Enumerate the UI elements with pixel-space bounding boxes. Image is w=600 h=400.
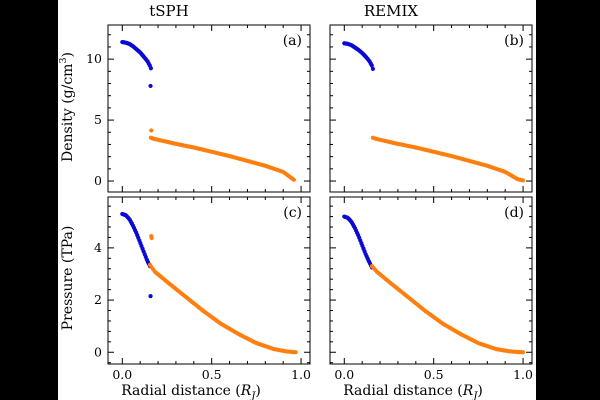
data-point [293,350,298,355]
panel-tag: (a) [283,33,302,49]
panel-frame [329,24,533,193]
panel-c: 0 2 4 0.0 0.5 1.0 (c) [94,196,311,382]
xtick-label: 0.5 [202,367,222,382]
data-point [291,177,297,182]
xlabel-right-tail: ) [477,383,482,399]
ytick-label: 0 [94,173,102,188]
panel-frame [107,24,311,193]
xtick-label: 0.0 [112,367,132,382]
column-title-tsph: tSPH [149,2,188,20]
xtick-label: 0.5 [424,367,444,382]
xlabel-left-main: Radial distance ( [121,383,241,399]
xlabel-right: Radial distance (RJ) [343,383,483,400]
series-core [120,39,154,89]
xtick-label: 0.0 [334,367,354,382]
xlabel-left-tail: ) [255,383,260,399]
xlabel-left-var: R [240,383,252,399]
xlabel-right-var: R [462,383,474,399]
data-point [148,66,154,71]
data-point [369,63,374,68]
xlabel-left: Radial distance (RJ) [121,383,261,400]
series-envelope [370,135,526,183]
series-core [342,41,376,71]
ytick-label: 10 [86,51,102,66]
ytick-label: 5 [94,112,102,127]
data-point [520,178,526,183]
ytick-label: 4 [94,240,102,255]
figure: tSPH REMIX Density (g/cm3) Pressure (TPa… [58,0,536,400]
panel-frame [107,196,311,365]
ytick-label: 2 [94,292,102,307]
ytick-label: 0 [94,344,102,359]
panel-frame [329,196,533,365]
series-envelope [369,264,526,355]
xlabel-left-sub: J [249,391,256,400]
series-core [342,214,375,270]
outlier-point [149,128,154,133]
xlabel-right-sub: J [471,391,478,400]
panel-a: 0 5 10 (a) [86,24,311,193]
chart-svg: tSPH REMIX Density (g/cm3) Pressure (TPa… [58,2,533,400]
data-point [520,350,526,355]
pressure-ylabel: Pressure (TPa) [60,226,76,331]
density-ylabel-tail: ) [60,52,76,57]
xtick-label: 1.0 [291,367,311,382]
series-core [120,211,153,299]
xlabel-right-main: Radial distance ( [343,383,463,399]
panel-tag: (d) [504,205,524,221]
density-ylabel-sup: 3 [58,57,69,63]
series-envelope [147,234,298,355]
outlier-point [148,83,153,89]
panel-tag: (b) [504,33,524,49]
data-point [370,66,376,71]
density-ylabel: Density (g/cm3) [58,52,76,162]
panel-tag: (c) [283,205,302,221]
column-title-remix: REMIX [364,2,419,20]
outlier-point [148,294,153,299]
xtick-label: 1.0 [513,367,533,382]
density-ylabel-main: Density (g/cm [60,64,76,162]
panel-b: (b) [329,24,533,193]
series-envelope [148,128,297,182]
panel-d: 0.0 0.5 1.0 (d) [329,196,533,382]
outlier-point [149,235,154,241]
